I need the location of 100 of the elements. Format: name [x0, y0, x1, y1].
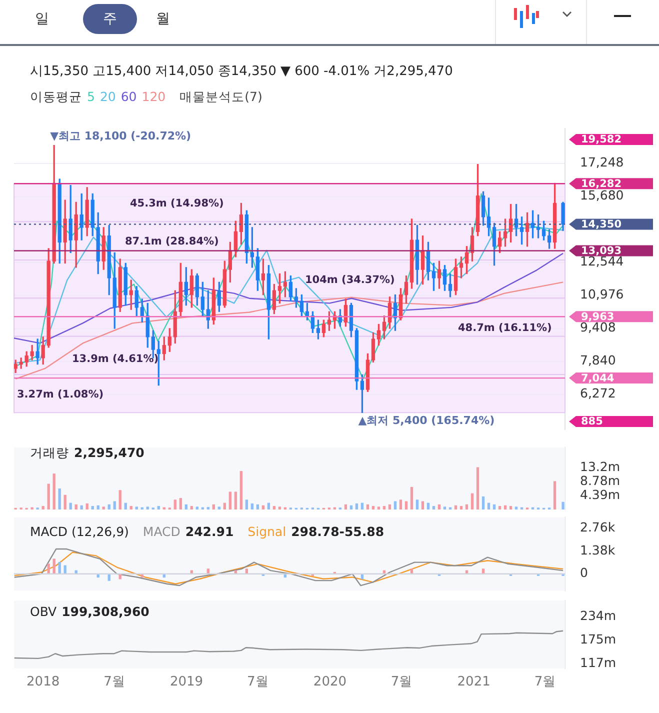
bar [174, 500, 176, 510]
bar [421, 501, 424, 510]
text: 120 [142, 89, 166, 104]
band-label: 48.7m (16.11%) [458, 322, 552, 334]
bar [223, 502, 226, 510]
bar [58, 488, 61, 510]
ref-line-label: 16,282 [581, 178, 622, 190]
bar [86, 503, 88, 510]
text: MACD [142, 524, 180, 539]
text: 월 [155, 10, 171, 29]
bar [498, 506, 502, 510]
bar [96, 505, 100, 510]
bar [102, 506, 105, 510]
bar [52, 558, 56, 574]
y-tick-label: 117m [580, 654, 616, 670]
bar [272, 506, 276, 510]
ref-line-label: 7,044 [581, 372, 614, 384]
bar [250, 503, 254, 510]
bar [443, 506, 446, 510]
bar [234, 492, 237, 510]
text: Signal [248, 524, 286, 539]
bar [438, 504, 441, 510]
bar [350, 505, 353, 510]
y-tick-label: 2.76k [580, 519, 616, 534]
bar [476, 467, 480, 510]
x-tick-label: 7월 [247, 674, 268, 690]
band-label: 13.9m (4.61%) [72, 353, 159, 366]
annotation: 2,295,470 [74, 445, 144, 460]
y-tick-label: 0 [580, 565, 588, 580]
y-tick-label: 234m [580, 608, 616, 624]
ref-line-label: 13,093 [581, 244, 622, 257]
x-tick-label: 2019 [170, 674, 204, 690]
bar [47, 484, 50, 510]
bar [404, 501, 408, 510]
bar [267, 502, 270, 510]
chart-subtitle: 시15,350 고15,400 저14,050 종14,350 ▼ 600 -4.01% 거2,295,470 [30, 63, 453, 80]
bar [509, 506, 512, 510]
bar [377, 506, 380, 510]
text: 5 [87, 89, 95, 104]
bar [212, 504, 215, 510]
bar [206, 506, 210, 510]
y-tick-label: 17,248 [580, 154, 624, 170]
annotation: 199,308,960 [62, 604, 150, 619]
text: 885 [581, 416, 603, 428]
bar [80, 505, 83, 510]
text: MACD (12,26,9) [30, 524, 129, 539]
bar [278, 506, 282, 510]
bar [135, 506, 138, 510]
bar [190, 506, 193, 510]
y-tick-label: 8.78m [580, 472, 620, 488]
band-label: 104m (34.37%) [305, 274, 395, 286]
bar [91, 506, 94, 510]
band-label: 3.27m (1.08%) [17, 388, 104, 400]
bar [124, 502, 127, 510]
bar [553, 481, 556, 510]
bar [196, 506, 198, 510]
chart-title: OBV [30, 604, 57, 619]
bar [372, 506, 375, 510]
bar [360, 502, 364, 510]
x-tick-label: 7월 [390, 674, 412, 690]
annotation: 242.91 [185, 524, 234, 539]
bar [113, 501, 116, 510]
bar [432, 506, 436, 510]
annotation: ▲최저 5,400 (165.74%) [358, 414, 495, 428]
bar [388, 504, 392, 510]
bar [487, 502, 490, 510]
bar [410, 486, 414, 510]
bar [157, 506, 160, 510]
x-tick-label: 2020 [313, 674, 347, 690]
bar [399, 500, 402, 510]
text: 20 [100, 89, 116, 104]
bar [562, 502, 564, 510]
ref-line-label: 9,963 [581, 310, 614, 323]
bar [426, 502, 430, 510]
text: 일 [34, 10, 50, 29]
y-tick-label: 15,680 [580, 188, 624, 203]
annotation: 298.78-55.88 [291, 524, 384, 539]
bar [218, 506, 220, 510]
y-tick-label: 10,976 [580, 286, 624, 302]
y-tick-label: 4.39m [580, 486, 620, 502]
bar [416, 500, 419, 510]
bar [366, 504, 370, 510]
bar [240, 471, 242, 510]
bar [482, 496, 485, 510]
band-label: 87.1m (28.84%) [125, 236, 219, 248]
bar [504, 505, 507, 510]
bar [355, 503, 358, 510]
bar [42, 506, 44, 510]
bar [245, 500, 248, 510]
bar [228, 492, 232, 510]
bar [52, 474, 56, 510]
bar [492, 504, 496, 510]
bar [118, 490, 122, 510]
bar [470, 493, 474, 510]
bar [460, 506, 463, 510]
y-tick-label: 175m [580, 632, 616, 647]
bar [179, 498, 182, 510]
bar [344, 504, 348, 510]
bar [64, 494, 66, 510]
band-label: 45.3m (14.98%) [130, 197, 224, 210]
